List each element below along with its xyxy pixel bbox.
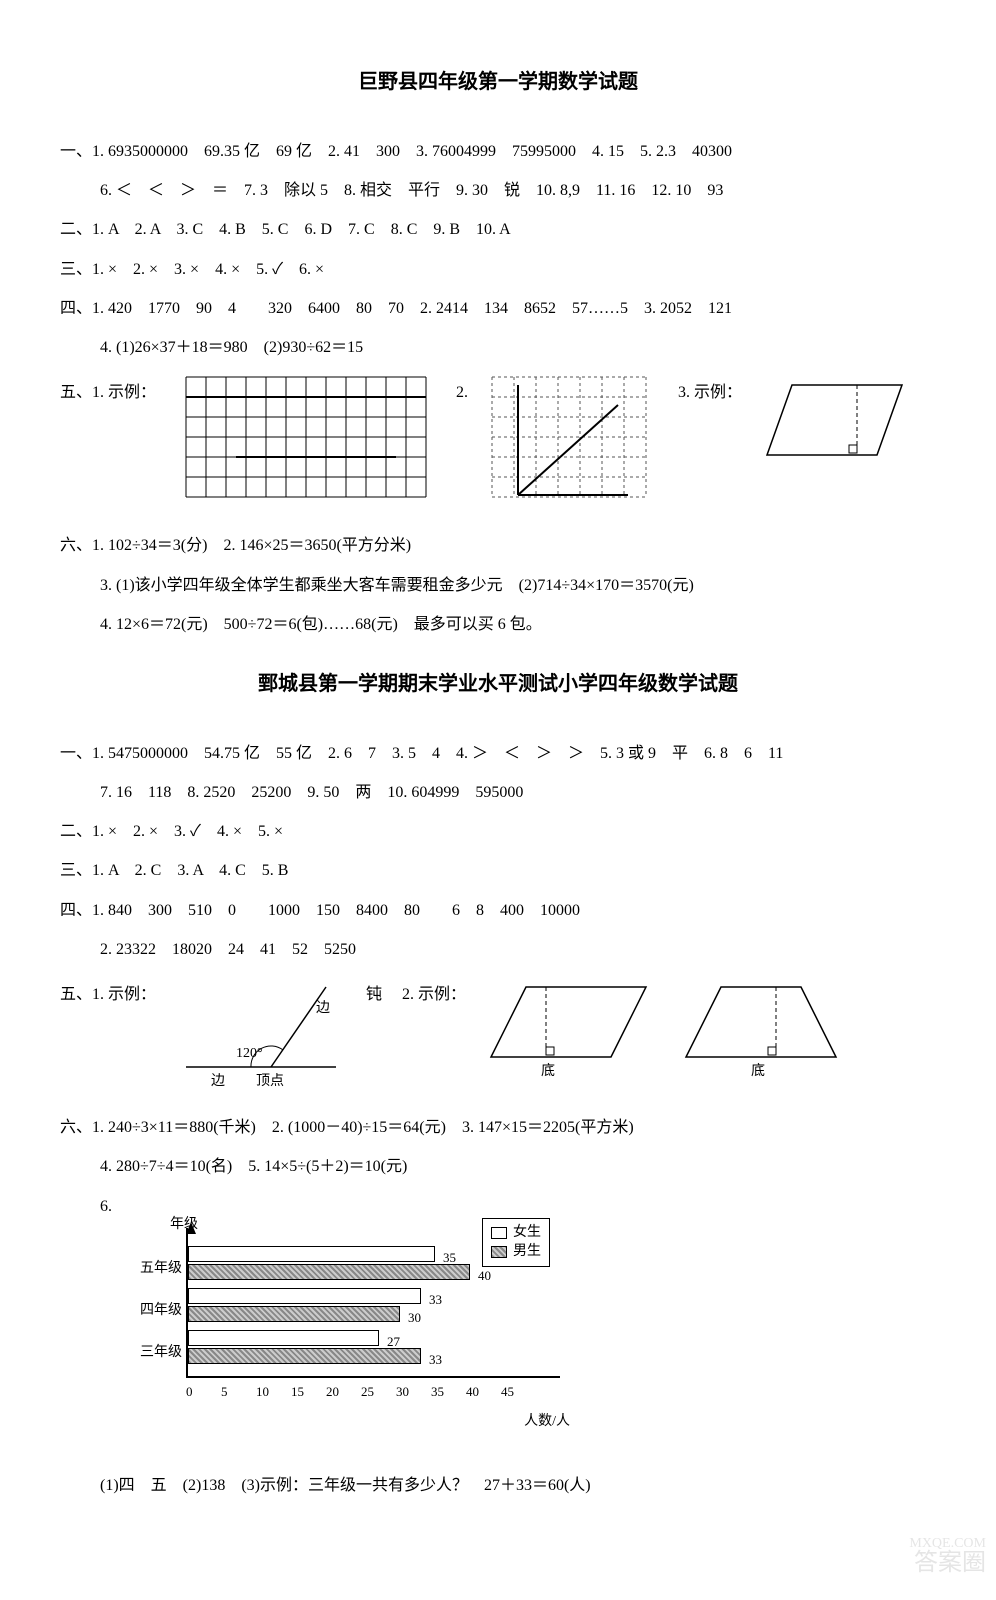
bar-male: 40 <box>188 1264 470 1280</box>
p1-s4-l2: 4. (1)26×37＋18＝980 (2)930÷62＝15 <box>60 330 936 365</box>
p1-s6-l3: 4. 12×6＝72(元) 500÷72＝6(包)……68(元) 最多可以买 6… <box>60 607 936 642</box>
p2-s5-1-label: 五、1. 示例： <box>60 977 156 1012</box>
p2-s3: 三、1. A 2. C 3. A 4. C 5. B <box>60 853 936 888</box>
p2-s6-l2: 4. 280÷7÷4＝10(名) 5. 14×5÷(5＋2)＝10(元) <box>60 1149 936 1184</box>
p2-s4-l2: 2. 23322 18020 24 41 52 5250 <box>60 932 936 967</box>
angle-side1: 边 <box>316 1000 330 1016</box>
p1-s5-row: 五、1. 示例： 2. 3. 示例： <box>60 375 936 518</box>
p2-bar-chart: 年级 女生 男生 五年级3540四年级3330三年级2733 051015202… <box>120 1228 560 1448</box>
chart-x-label: 人数/人 <box>524 1407 570 1438</box>
angle-side2: 边 <box>211 1073 225 1089</box>
p2-s1-l1: 一、1. 5475000000 54.75 亿 55 亿 2. 6 7 3. 5… <box>60 736 936 771</box>
bar-female: 35 <box>188 1246 435 1262</box>
p1-s5-1-label: 五、1. 示例： <box>60 375 156 410</box>
paper2-title: 鄄城县第一学期期末学业水平测试小学四年级数学试题 <box>60 662 936 706</box>
bar-female: 27 <box>188 1330 379 1346</box>
p2-s5-row: 五、1. 示例： 120° 边 边 顶点 钝 2. 示例： 底 底 <box>60 977 936 1100</box>
p2-s5-2-label: 2. 示例： <box>402 977 466 1012</box>
p2-s2: 二、1. × 2. × 3. ✓ 4. × 5. × <box>60 814 936 849</box>
p2-s4-l1: 四、1. 840 300 510 0 1000 150 8400 80 6 8 … <box>60 893 936 928</box>
chart-cat-label: 三年级 <box>122 1338 182 1369</box>
chart-x-ticks: 051015202530354045 <box>186 1378 560 1407</box>
p1-parallelogram <box>762 375 912 478</box>
paper1-title: 巨野县四年级第一学期数学试题 <box>60 60 936 104</box>
p2-s6-l1: 六、1. 240÷3×11＝880(千米) 2. (1000－40)÷15＝64… <box>60 1110 936 1145</box>
svg-text:底: 底 <box>751 1063 765 1079</box>
angle-degree: 120° <box>236 1046 263 1061</box>
p1-s4-l1: 四、1. 420 1770 90 4 320 6400 80 70 2. 241… <box>60 291 936 326</box>
bar-male: 33 <box>188 1348 421 1364</box>
p1-s1-l1: 一、1. 6935000000 69.35 亿 69 亿 2. 41 300 3… <box>60 134 936 169</box>
p2-s6-ans: (1)四 五 (2)138 (3)示例：三年级一共有多少人？ 27＋33＝60(… <box>60 1468 936 1503</box>
p2-s1-l2: 7. 16 118 8. 2520 25200 9. 50 两 10. 6049… <box>60 775 936 810</box>
p1-s6-l1: 六、1. 102÷34＝3(分) 2. 146×25＝3650(平方分米) <box>60 528 936 563</box>
p2-angle-figure: 120° 边 边 顶点 <box>176 977 346 1100</box>
angle-vertex: 顶点 <box>256 1073 284 1089</box>
p1-s1-l2: 6. ＜ ＜ ＞ ＝ 7. 3 除以 5 8. 相交 平行 9. 30 锐 10… <box>60 173 936 208</box>
p2-trapezoid: 底 <box>676 977 846 1090</box>
bar-female: 33 <box>188 1288 421 1304</box>
p1-s3: 三、1. × 2. × 3. × 4. × 5. ✓ 6. × <box>60 252 936 287</box>
p1-grid1 <box>176 375 436 518</box>
svg-text:底: 底 <box>541 1063 555 1079</box>
chart-cat-label: 四年级 <box>122 1296 182 1327</box>
p1-grid2 <box>488 375 658 518</box>
p1-s5-2-label: 2. <box>456 375 468 410</box>
p1-s2: 二、1. A 2. A 3. C 4. B 5. C 6. D 7. C 8. … <box>60 212 936 247</box>
chart-cat-label: 五年级 <box>122 1254 182 1285</box>
watermark-main: 答案圈 <box>914 1537 986 1590</box>
p2-s5-1-obtuse: 钝 <box>366 977 382 1012</box>
p1-s6-l2: 3. (1)该小学四年级全体学生都乘坐大客车需要租金多少元 (2)714÷34×… <box>60 568 936 603</box>
bar-male: 30 <box>188 1306 400 1322</box>
p2-parallelogram: 底 <box>486 977 656 1090</box>
p1-s5-3-label: 3. 示例： <box>678 375 742 410</box>
